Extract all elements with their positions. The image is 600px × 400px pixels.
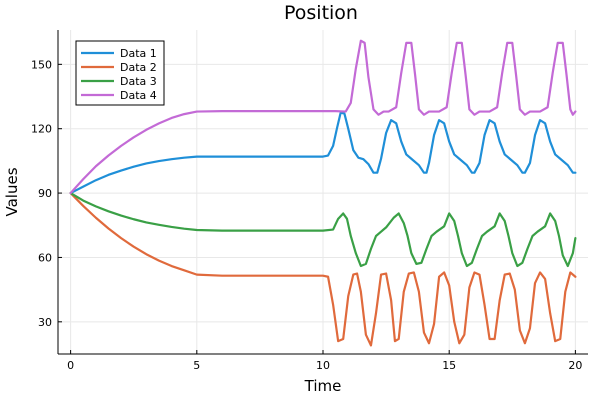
y-tick-label: 60 <box>38 251 52 264</box>
legend-label-4: Data 4 <box>120 89 157 102</box>
y-tick-label: 90 <box>38 187 52 200</box>
y-axis-ticks: 30 60 90 120 150 <box>31 58 62 329</box>
y-tick-label: 30 <box>38 316 52 329</box>
x-tick-label: 0 <box>67 359 74 372</box>
series-line-1 <box>69 111 577 195</box>
grid <box>58 30 588 354</box>
series-line-4 <box>69 39 577 195</box>
chart-title: Position <box>284 2 358 24</box>
x-tick-label: 10 <box>316 359 330 372</box>
legend-label-3: Data 3 <box>120 75 157 88</box>
legend-label-1: Data 1 <box>120 47 157 60</box>
y-axis-title: Values <box>3 167 21 216</box>
legend-label-2: Data 2 <box>120 61 157 74</box>
series-group <box>69 39 577 347</box>
x-axis-title: Time <box>304 377 342 395</box>
series-line-2 <box>69 191 577 347</box>
x-tick-label: 15 <box>442 359 456 372</box>
x-tick-label: 20 <box>568 359 582 372</box>
x-tick-label: 5 <box>193 359 200 372</box>
y-tick-label: 120 <box>31 123 52 136</box>
x-axis-ticks: 0 5 10 15 20 <box>67 350 582 372</box>
series-line-3 <box>69 191 577 268</box>
y-tick-label: 150 <box>31 58 52 71</box>
